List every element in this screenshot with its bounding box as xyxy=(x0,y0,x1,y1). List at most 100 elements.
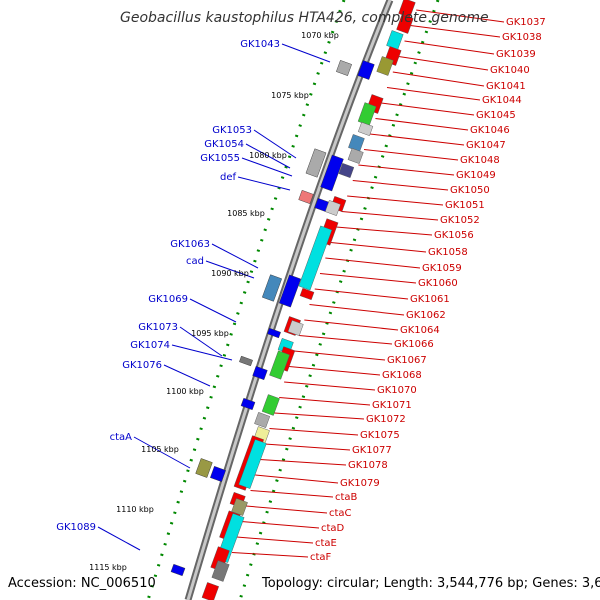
kbp-tick-1085-kbp: 1085 kbp xyxy=(227,209,265,218)
connector-right-gk1061 xyxy=(314,288,409,300)
forward-gene-31 xyxy=(211,560,230,582)
kbp-scale: 1070 kbp 1075 kbp 1080 kbp 1085 kbp 1090 kbp… xyxy=(89,31,339,572)
forward-gene-32 xyxy=(201,582,219,600)
connector-right-gk1051 xyxy=(347,195,444,206)
connector-left-gk1069 xyxy=(189,298,237,323)
gene-label-gk1078: GK1078 xyxy=(348,460,388,471)
connector-right-gk1064 xyxy=(304,319,399,331)
kbp-tick-1070-kbp: 1070 kbp xyxy=(301,31,339,40)
gene-label-gk1050: GK1050 xyxy=(450,185,490,196)
connector-right-gk1048 xyxy=(363,149,459,161)
reverse-gene-0 xyxy=(336,60,352,76)
accession-text: Accession: NC_006510 xyxy=(8,576,156,591)
reverse-gene-9 xyxy=(239,355,253,367)
gene-label-gk1043: GK1043 xyxy=(240,39,280,50)
connector-right-gk1045 xyxy=(381,102,475,116)
connector-right-gk1070 xyxy=(284,381,376,391)
gene-label-gk1067: GK1067 xyxy=(387,355,427,366)
connector-left-gk1089 xyxy=(97,526,141,551)
kbp-tick-1100-kbp: 1100 kbp xyxy=(166,387,204,396)
gene-label-gk1058: GK1058 xyxy=(428,247,468,258)
gene-label-gk1070: GK1070 xyxy=(377,385,417,396)
reverse-gene-3 xyxy=(320,154,344,192)
connector-right-ctad xyxy=(241,521,320,529)
forward-gene-7 xyxy=(357,121,374,137)
kbp-tick-1105-kbp: 1105 kbp xyxy=(141,445,179,454)
gene-label-gk1062: GK1062 xyxy=(406,310,446,321)
gene-label-gk1041: GK1041 xyxy=(486,81,526,92)
reverse-gene-1 xyxy=(357,60,375,80)
reverse-gene-6 xyxy=(262,274,282,302)
gene-label-gk1069: GK1069 xyxy=(148,294,188,305)
connector-left-ctaa xyxy=(133,436,191,469)
kbp-tick-1110-kbp: 1110 kbp xyxy=(116,505,154,514)
forward-gene-15 xyxy=(299,287,315,301)
forward-gene-12 xyxy=(324,200,341,216)
gene-label-gk1060: GK1060 xyxy=(418,278,458,289)
connector-left-gk1055 xyxy=(241,157,293,177)
gene-label-gk1044: GK1044 xyxy=(482,95,522,106)
reverse-gene-8 xyxy=(267,327,281,339)
connector-right-gk1041 xyxy=(392,71,485,87)
gene-label-gk1072: GK1072 xyxy=(366,414,406,425)
connector-left-gk1054 xyxy=(245,143,291,169)
kbp-tick-1080-kbp: 1080 kbp xyxy=(249,151,287,160)
gene-label-gk1045: GK1045 xyxy=(476,110,516,121)
connector-right-gk1056 xyxy=(336,226,433,236)
gene-label-gk1049: GK1049 xyxy=(456,170,496,181)
connector-right-gk1058 xyxy=(330,242,427,253)
connector-left-cad xyxy=(205,260,255,279)
connector-right-ctab xyxy=(250,490,334,498)
gene-label-gk1056: GK1056 xyxy=(434,230,474,241)
connector-right-ctae xyxy=(236,536,314,544)
gene-label-gk1061: GK1061 xyxy=(410,294,450,305)
reverse-gene-12 xyxy=(195,458,213,478)
gene-label-gk1077: GK1077 xyxy=(352,445,392,456)
gene-label-gk1040: GK1040 xyxy=(490,65,530,76)
gene-label-gk1039: GK1039 xyxy=(496,49,536,60)
reverse-gene-7 xyxy=(278,274,302,308)
forward-gene-21 xyxy=(261,394,280,416)
connector-right-gk1060 xyxy=(319,273,417,284)
gene-label-gk1073: GK1073 xyxy=(138,322,178,333)
connector-right-gk1071 xyxy=(279,397,371,406)
connector-right-gk1067 xyxy=(294,350,386,361)
connector-right-gk1075 xyxy=(269,428,359,436)
connector-left-gk1076 xyxy=(163,364,211,387)
connector-right-gk1047 xyxy=(369,133,465,146)
forward-gene-17 xyxy=(287,320,304,336)
connector-left-gk1063 xyxy=(211,243,259,269)
gene-label-gk1037: GK1037 xyxy=(506,17,546,28)
connector-left-gk1073 xyxy=(179,326,223,357)
connector-left-gk1053 xyxy=(253,129,297,159)
tick-dots-right xyxy=(238,0,440,600)
connector-right-gk1049 xyxy=(358,164,455,176)
gene-label-gk1064: GK1064 xyxy=(400,325,440,336)
topology-text: Topology: circular; Length: 3,544,776 bp… xyxy=(261,576,600,591)
connector-right-gk1040 xyxy=(398,56,489,71)
forward-gene-1 xyxy=(396,14,414,34)
forward-gene-9 xyxy=(347,148,364,164)
reverse-strand-genes xyxy=(170,60,375,577)
connector-right-ctaf xyxy=(231,552,309,558)
forward-gene-6 xyxy=(357,102,377,126)
connector-right-gk1068 xyxy=(289,366,381,376)
kbp-tick-1115-kbp: 1115 kbp xyxy=(89,563,127,572)
connector-right-gk1077 xyxy=(264,443,351,451)
connector-right-gk1050 xyxy=(352,180,449,191)
gene-label-gk1075: GK1075 xyxy=(360,430,400,441)
gene-label-gk1046: GK1046 xyxy=(470,125,510,136)
connector-left-gk1043 xyxy=(281,43,331,63)
forward-gene-2 xyxy=(386,30,404,50)
connector-right-gk1037 xyxy=(416,9,505,23)
forward-gene-4 xyxy=(376,56,394,76)
connector-right-gk1078 xyxy=(259,459,347,466)
reverse-gene-11 xyxy=(240,397,256,411)
gene-label-gk1047: GK1047 xyxy=(466,140,506,151)
gene-label-gk1089: GK1089 xyxy=(56,522,96,533)
reverse-gene-4 xyxy=(298,189,314,205)
connector-left-def xyxy=(237,176,291,191)
gene-label-ctab: ctaB xyxy=(335,492,358,503)
